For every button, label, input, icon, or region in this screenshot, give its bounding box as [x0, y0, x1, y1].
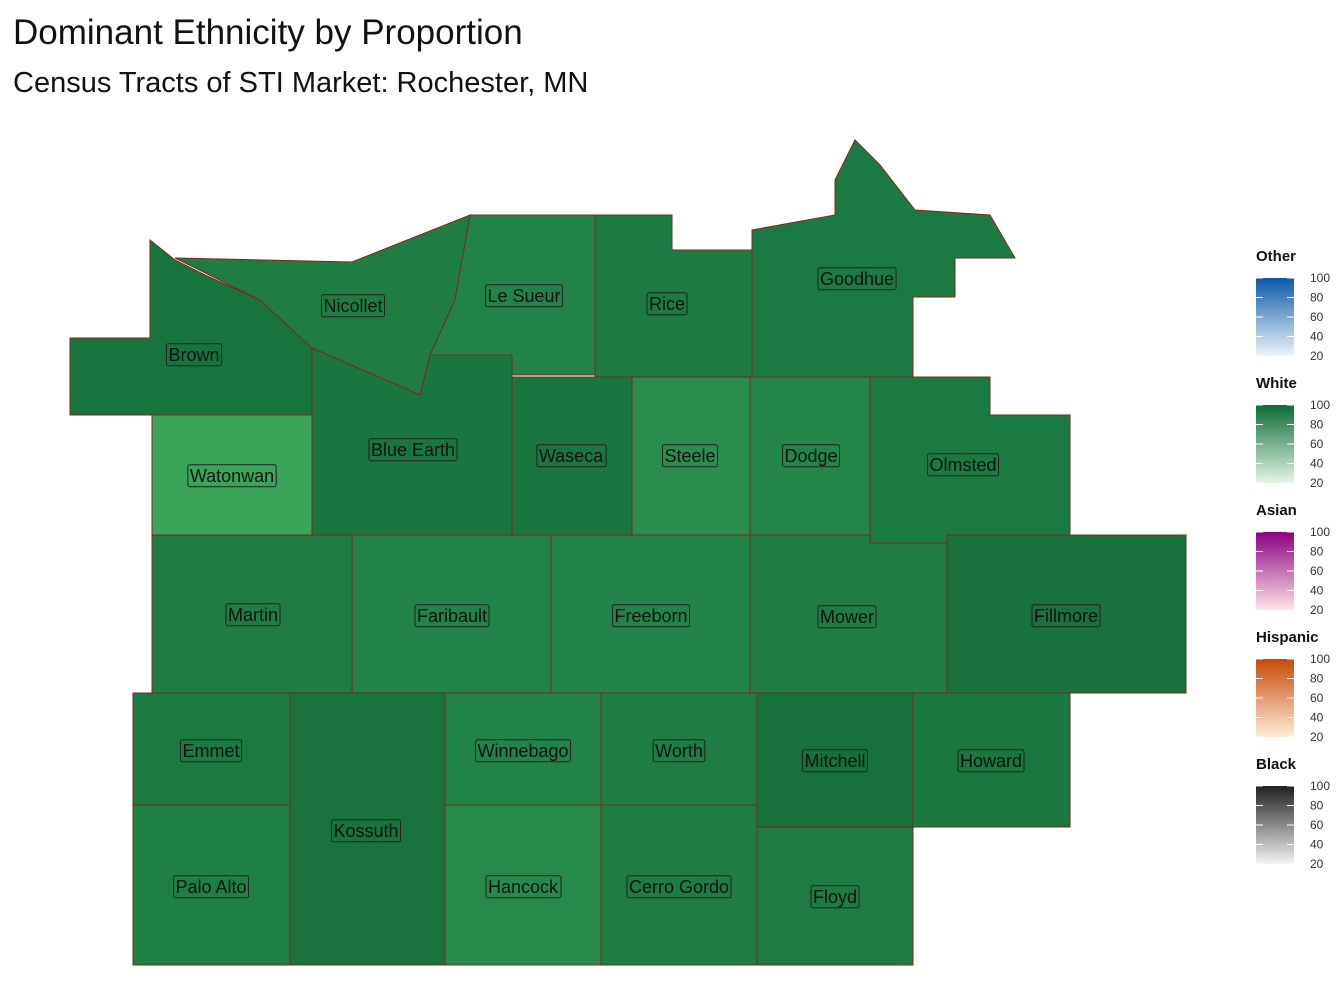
legend-title: Black — [1256, 756, 1297, 773]
label-box — [801, 749, 869, 773]
colorbar-tick-label: 80 — [1310, 418, 1324, 432]
label-box — [652, 739, 706, 763]
colorbar-tick-label: 60 — [1310, 437, 1324, 451]
label-box — [926, 453, 1000, 477]
colorbar-tick-label: 60 — [1310, 564, 1324, 578]
label-box — [485, 875, 562, 899]
colorbar-tick-label: 40 — [1310, 584, 1324, 598]
label-box — [179, 739, 243, 763]
title: Dominant Ethnicity by Proportion — [13, 13, 523, 52]
label-box — [1031, 604, 1101, 628]
colorbar-tick-label: 20 — [1310, 476, 1324, 490]
colorbar-tick-label: 20 — [1310, 603, 1324, 617]
county-label: Martin — [228, 605, 278, 625]
colorbar-tick-label: 80 — [1310, 799, 1324, 813]
label-box — [414, 604, 490, 628]
county-label: Watonwan — [190, 466, 274, 486]
county-label: Fillmore — [1034, 606, 1098, 626]
colorbar-tick-label: 80 — [1310, 291, 1324, 305]
colorbar-tick-label: 60 — [1310, 310, 1324, 324]
label-box — [368, 438, 458, 462]
county-label: Mower — [820, 607, 874, 627]
map — [69, 139, 1187, 966]
county-label: Dodge — [784, 446, 837, 466]
colorbar-tick-label: 40 — [1310, 838, 1324, 852]
legend-title: Asian — [1256, 502, 1297, 519]
county-label: Worth — [655, 741, 703, 761]
colorbar-tick-label: 20 — [1310, 730, 1324, 744]
legend-title: White — [1256, 375, 1297, 392]
county-label: Winnebago — [477, 741, 568, 761]
county — [751, 139, 1016, 378]
legend-title: Hispanic — [1256, 629, 1319, 646]
label-box — [817, 605, 877, 629]
county — [912, 692, 1071, 828]
label-box — [484, 284, 564, 308]
label-box — [330, 819, 402, 843]
county-label: Faribault — [417, 606, 487, 626]
county-label: Blue Earth — [371, 440, 455, 460]
colorbar-tick-label: 100 — [1310, 398, 1330, 412]
label-box — [536, 444, 607, 468]
county-label: Le Sueur — [487, 286, 560, 306]
label-box — [165, 343, 223, 367]
county-label: Emmet — [182, 741, 239, 761]
colorbar-tick-label: 20 — [1310, 857, 1324, 871]
colorbar-tick-label: 40 — [1310, 711, 1324, 725]
colorbar-tick-label: 60 — [1310, 818, 1324, 832]
label-box — [646, 292, 688, 316]
label-box — [817, 267, 897, 291]
label-box — [661, 444, 719, 468]
county — [946, 534, 1187, 694]
label-box — [172, 875, 250, 899]
legend: Other 20 40 60 80 100 White 20 40 60 80 100 Asian 20 4… — [1256, 248, 1330, 871]
county-label: Kossuth — [333, 821, 398, 841]
county — [756, 826, 914, 966]
colorbar-tick-label: 40 — [1310, 457, 1324, 471]
legend-title: Other — [1256, 248, 1296, 265]
label-box — [810, 885, 860, 909]
county-label: Rice — [649, 294, 685, 314]
county-label: Olmsted — [929, 455, 996, 475]
label-box — [320, 294, 386, 318]
colorbar-tick-label: 40 — [1310, 330, 1324, 344]
colorbar-tick-label: 100 — [1310, 652, 1330, 666]
label-box — [225, 603, 281, 627]
county-label: Steele — [664, 446, 715, 466]
colorbar-tick-label: 80 — [1310, 545, 1324, 559]
county-label: Nicollet — [323, 296, 382, 316]
colorbar-tick-label: 100 — [1310, 525, 1330, 539]
county-label: Palo Alto — [175, 877, 246, 897]
label-box — [187, 464, 277, 488]
county-label: Howard — [960, 751, 1022, 771]
county-label: Waseca — [539, 446, 604, 466]
county-label: Freeborn — [614, 606, 687, 626]
colorbar-tick-label: 20 — [1310, 349, 1324, 363]
subtitle: Census Tracts of STI Market: Rochester, … — [13, 67, 588, 99]
county-label: Cerro Gordo — [629, 877, 729, 897]
county-label: Brown — [168, 345, 219, 365]
label-box — [781, 444, 841, 468]
label-box — [474, 739, 572, 763]
county-label: Mitchell — [804, 751, 865, 771]
colorbar-tick-label: 80 — [1310, 672, 1324, 686]
county-label: Goodhue — [820, 269, 894, 289]
colorbar-tick-label: 60 — [1310, 691, 1324, 705]
county-label: Floyd — [813, 887, 857, 907]
county-label: Hancock — [488, 877, 559, 897]
label-box — [957, 749, 1025, 773]
label-box — [626, 875, 732, 899]
colorbar-tick-label: 100 — [1310, 271, 1330, 285]
label-box — [611, 604, 691, 628]
colorbar-tick-label: 100 — [1310, 779, 1330, 793]
